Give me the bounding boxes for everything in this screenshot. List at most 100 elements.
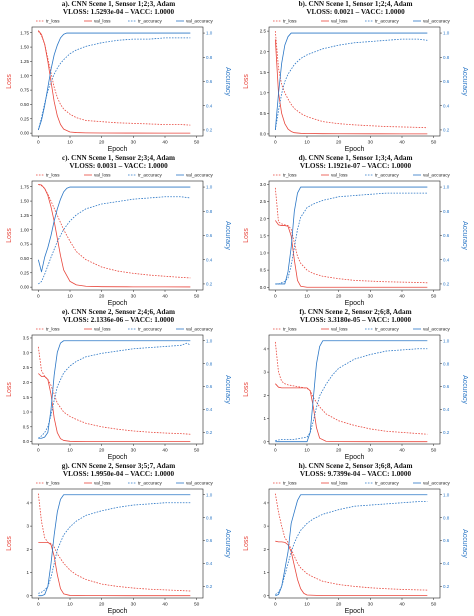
legend-label: tr_accuracy xyxy=(375,19,399,24)
chart-title: b). CNN Scene 1, Sensor 1;2;4, Adam xyxy=(298,0,413,8)
series-group xyxy=(274,493,428,597)
series-line-val-loss xyxy=(275,220,428,288)
y-tick-label: 1.25 xyxy=(20,59,29,64)
x-tick-label: 20 xyxy=(336,448,342,454)
y2-tick-label: 0.8 xyxy=(206,55,213,60)
x-tick-label: 50 xyxy=(194,448,200,454)
y-tick-label: 0.0 xyxy=(260,132,267,137)
y2-tick-label: 1.0 xyxy=(443,31,450,36)
y2-tick-label: 1.0 xyxy=(206,492,213,497)
chart-title: c). CNN Scene 1, Sensor 2;3;4, Adam xyxy=(61,154,176,162)
series-line-tr-loss xyxy=(274,493,428,591)
y2-tick-label: 0.2 xyxy=(206,430,213,435)
chart-subtitle: VLOSS: 0.0021 – VACC: 1.0000 xyxy=(306,8,405,16)
legend-label: tr_accuracy xyxy=(138,19,162,24)
legend-label: tr_loss xyxy=(283,327,297,332)
series-line-val-accuracy xyxy=(37,32,191,131)
y-tick-label: 1.5 xyxy=(260,70,267,75)
y2-tick-label: 0.2 xyxy=(443,282,450,287)
y-tick-label: 0.00 xyxy=(20,131,29,136)
series-line-tr-loss xyxy=(274,341,428,435)
y2-axis-label: Accuracy xyxy=(461,67,468,96)
y-axis-label: Loss xyxy=(243,228,250,243)
legend-label: val_accuracy xyxy=(186,19,214,24)
y2-tick-label: 0.2 xyxy=(206,128,213,133)
y-tick-label: 3.5 xyxy=(23,336,30,341)
chart-subtitle: VLOSS: 1.5293e-04 – VACC: 1.0000 xyxy=(62,8,175,16)
y2-tick-label: 0.4 xyxy=(443,257,450,262)
y-axis-label: Loss xyxy=(243,382,250,397)
x-tick-label: 50 xyxy=(194,602,200,608)
y2-tick-label: 0.8 xyxy=(443,361,450,366)
y-tick-label: 0.25 xyxy=(20,116,29,121)
y2-tick-label: 0.2 xyxy=(443,430,450,435)
x-tick-label: 10 xyxy=(304,294,310,300)
y-tick-label: 1.00 xyxy=(20,73,29,78)
legend-label: val_loss xyxy=(94,327,111,332)
x-tick-label: 0 xyxy=(274,140,277,146)
y-tick-label: 0.5 xyxy=(23,424,30,429)
y2-tick-label: 1.0 xyxy=(206,338,213,343)
y-tick-label: 2.5 xyxy=(23,365,30,370)
y-tick-label: 2.0 xyxy=(260,49,267,54)
x-tick-label: 30 xyxy=(368,140,374,146)
y2-tick-label: 0.6 xyxy=(206,79,213,84)
legend-label: val_loss xyxy=(331,19,348,24)
series-line-val-loss xyxy=(38,30,191,134)
series-line-tr-loss xyxy=(37,493,191,592)
chart-plot: 0 10 20 30 40 50 0.0 0.5 1.0 1.5 2.0 2.5 0.2 0.4 0.6 0.… xyxy=(243,19,468,153)
y-tick-label: 1.50 xyxy=(20,45,29,50)
legend-label: val_accuracy xyxy=(186,327,214,332)
y2-tick-label: 0.2 xyxy=(206,282,213,287)
y-tick-label: 2 xyxy=(26,547,29,552)
x-tick-label: 40 xyxy=(399,448,405,454)
y2-tick-label: 0.6 xyxy=(206,233,213,238)
legend-label: val_accuracy xyxy=(423,19,451,24)
y-axis-label: Loss xyxy=(243,536,250,551)
series-line-val-accuracy xyxy=(275,494,428,597)
series-group xyxy=(274,186,428,288)
plot-frame xyxy=(268,26,441,137)
y-tick-label: 2 xyxy=(263,547,266,552)
chart-panel: e). CNN Scene 2, Sensor 2;4;6, Adam VLOSS… xyxy=(0,308,237,462)
y-tick-label: 2.0 xyxy=(260,216,267,221)
x-tick-label: 30 xyxy=(368,294,374,300)
series-group xyxy=(37,493,191,597)
y-tick-label: 1.0 xyxy=(23,410,30,415)
y-tick-label: 2.0 xyxy=(23,380,30,385)
x-tick-label: 0 xyxy=(37,448,40,454)
y-tick-label: 0 xyxy=(263,593,266,598)
y-tick-label: 3.0 xyxy=(23,350,30,355)
chart-plot: 0 10 20 30 40 50 0.00 0.25 0.50 0.75 1.00 1.25 1.50 1… xyxy=(6,173,231,307)
y-tick-label: 1.75 xyxy=(20,30,29,35)
x-tick-label: 40 xyxy=(162,294,168,300)
chart-plot: 0 10 20 30 40 50 0 1 2 3 4 0.2 0.4 0.6 0.8 1.0 Epoch Loss… xyxy=(243,481,468,615)
y-tick-label: 1.75 xyxy=(20,184,29,189)
chart-panel: c). CNN Scene 1, Sensor 2;3;4, Adam VLOSS… xyxy=(0,154,237,308)
y-tick-label: 0 xyxy=(26,593,29,598)
legend-label: tr_loss xyxy=(283,173,297,178)
y2-axis-label: Accuracy xyxy=(224,375,231,404)
x-tick-label: 10 xyxy=(304,448,310,454)
y2-axis-label: Accuracy xyxy=(224,221,231,250)
series-line-tr-loss xyxy=(38,30,191,126)
series-line-val-loss xyxy=(38,541,191,597)
y2-axis-label: Accuracy xyxy=(461,375,468,404)
y-tick-label: 0.0 xyxy=(23,439,30,444)
chart-plot: 0 10 20 30 40 50 0.0 0.5 1.0 1.5 2.0 2.5 3.0 0.2 0.4 0.… xyxy=(243,173,468,307)
chart-subtitle: VLOSS: 1.9950e-04 – VACC: 1.0000 xyxy=(62,470,175,478)
series-line-val-accuracy xyxy=(38,494,191,597)
x-tick-label: 20 xyxy=(99,602,105,608)
legend-label: tr_accuracy xyxy=(138,481,162,486)
x-tick-label: 50 xyxy=(431,602,437,608)
chart-title: d). CNN Scene 1, Sensor 1;3;4, Adam xyxy=(298,154,413,162)
x-tick-label: 40 xyxy=(399,294,405,300)
y-tick-label: 2.5 xyxy=(260,29,267,34)
chart-title: a). CNN Scene 1, Sensor 1;2;3, Adam xyxy=(61,0,176,8)
series-line-tr-accuracy xyxy=(38,342,191,439)
x-tick-label: 40 xyxy=(399,140,405,146)
y2-tick-label: 0.6 xyxy=(443,79,450,84)
series-line-tr-accuracy xyxy=(275,348,428,441)
series-line-tr-loss xyxy=(37,346,191,435)
x-tick-label: 10 xyxy=(67,294,73,300)
